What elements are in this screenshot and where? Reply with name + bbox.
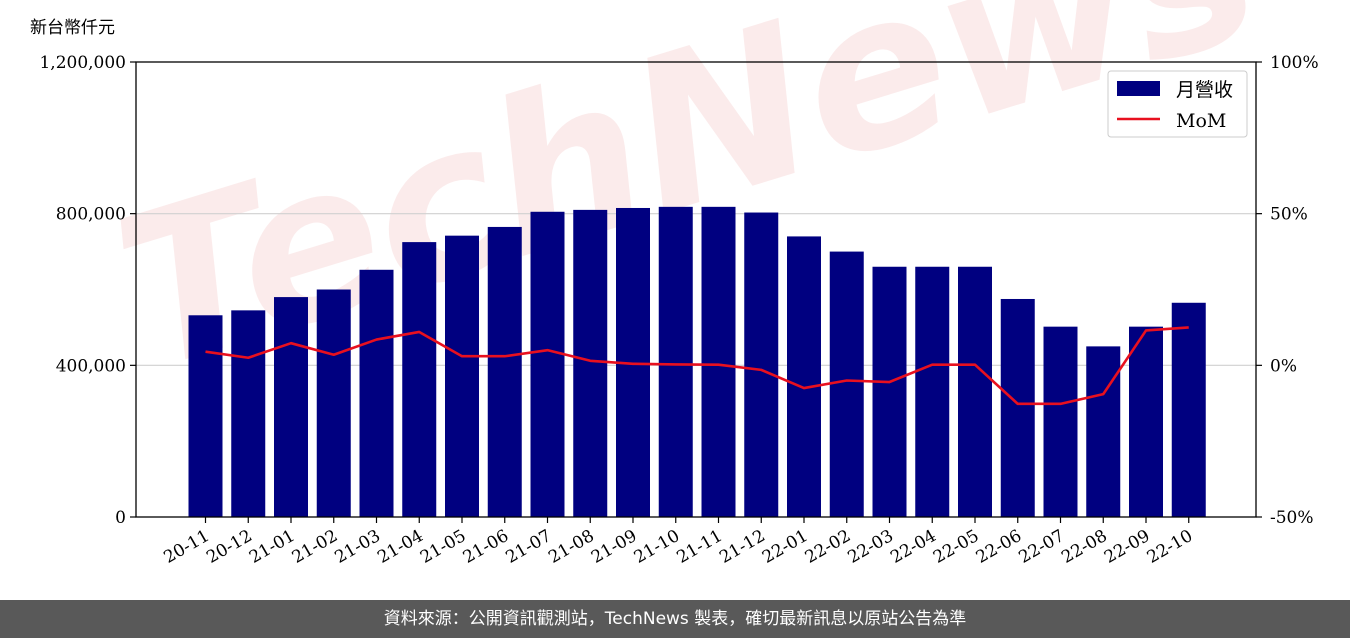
x-tick-label: 22-03 [845, 526, 897, 568]
x-tick-label: 21-04 [374, 526, 426, 568]
bar-21-03 [359, 269, 394, 517]
bar-21-12 [744, 212, 779, 517]
x-tick-label: 22-05 [930, 526, 982, 568]
x-tick-label: 20-12 [203, 526, 255, 568]
bar-22-04 [915, 266, 950, 517]
bar-21-10 [658, 206, 693, 517]
mom-line-series [205, 326, 1189, 406]
x-tick-label: 21-07 [503, 526, 555, 568]
bar-series [188, 206, 1206, 518]
x-tick-label: 22-01 [759, 526, 811, 568]
bar-22-06 [1000, 298, 1035, 517]
bar-20-11 [188, 315, 223, 517]
bar-21-04 [402, 242, 437, 517]
x-tick-label: 21-06 [460, 526, 512, 568]
y-left-tick-label: 400,000 [56, 356, 126, 376]
x-tick-label: 22-09 [1101, 526, 1153, 568]
x-tick-label: 21-09 [588, 526, 640, 568]
x-tick-label: 20-11 [161, 526, 213, 568]
bar-21-06 [487, 226, 522, 517]
bar-22-09 [1129, 326, 1163, 517]
x-tick-label: 21-01 [246, 526, 298, 568]
bar-21-08 [573, 209, 608, 517]
legend: 月營收 MoM [1107, 70, 1248, 138]
chart: TechNews 0400,000800,0001,200,000-50%0%5… [30, 0, 1319, 568]
y-left-tick-label: 1,200,000 [39, 53, 126, 73]
bar-22-07 [1043, 326, 1078, 517]
footer-source-note: 資料來源：公開資訊觀測站，TechNews 製表，確切最新訊息以原站公告為準 [0, 600, 1350, 638]
x-tick-label: 21-02 [289, 526, 341, 568]
x-tick-label: 21-03 [332, 526, 384, 568]
bar-22-08 [1086, 346, 1121, 517]
x-tick-label: 21-05 [417, 526, 469, 568]
bar-22-05 [958, 266, 992, 517]
legend-label-revenue: 月營收 [1176, 79, 1233, 101]
y-left-tick-label: 0 [115, 508, 126, 528]
bar-22-10 [1171, 302, 1206, 517]
x-tick-label: 21-08 [545, 526, 597, 568]
x-tick-label: 21-12 [716, 526, 768, 568]
axes [130, 61, 1262, 523]
x-tick-label: 22-06 [973, 526, 1025, 568]
y-right-tick-label: 0% [1270, 356, 1297, 376]
y-left-tick-label: 800,000 [56, 205, 126, 225]
y-right-tick-label: 50% [1270, 205, 1308, 225]
x-tick-label: 22-07 [1016, 526, 1068, 568]
bar-22-03 [872, 266, 907, 517]
x-tick-label: 22-04 [887, 526, 939, 568]
x-tick-label: 22-10 [1144, 526, 1196, 568]
legend-swatch-bar [1117, 81, 1160, 96]
x-tick-label: 21-10 [631, 526, 683, 568]
x-tick-label: 22-02 [802, 526, 854, 568]
bar-21-07 [530, 211, 565, 518]
bar-21-11 [701, 206, 736, 517]
legend-label-mom: MoM [1176, 110, 1226, 132]
bar-20-12 [231, 310, 266, 517]
plot-frame [135, 61, 1257, 518]
y-right-tick-label: 100% [1270, 53, 1319, 73]
bar-22-01 [787, 236, 821, 517]
y-right-tick-label: -50% [1270, 508, 1314, 528]
x-tick-label: 21-11 [674, 526, 726, 568]
bar-21-02 [316, 289, 351, 517]
bar-22-02 [829, 251, 864, 518]
mom-line [205, 326, 1189, 406]
bar-21-05 [445, 235, 479, 518]
x-tick-label: 22-08 [1058, 526, 1110, 568]
bar-21-01 [274, 297, 308, 517]
y-unit-label: 新台幣仟元 [30, 18, 115, 38]
